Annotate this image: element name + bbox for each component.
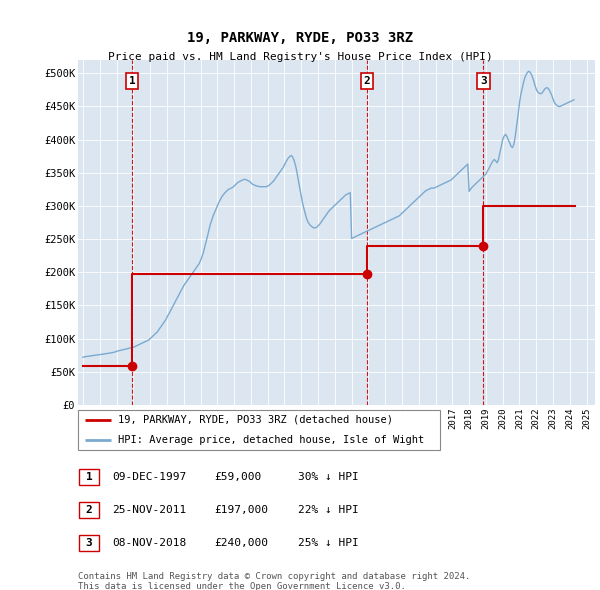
Text: 2: 2 [364, 76, 370, 86]
Text: Price paid vs. HM Land Registry's House Price Index (HPI): Price paid vs. HM Land Registry's House … [107, 52, 493, 62]
Text: 09-DEC-1997: 09-DEC-1997 [112, 472, 186, 482]
Text: 25% ↓ HPI: 25% ↓ HPI [298, 538, 359, 548]
Text: 22% ↓ HPI: 22% ↓ HPI [298, 505, 359, 515]
Text: 30% ↓ HPI: 30% ↓ HPI [298, 472, 359, 482]
Text: £240,000: £240,000 [214, 538, 268, 548]
Text: 3: 3 [480, 76, 487, 86]
Text: Contains HM Land Registry data © Crown copyright and database right 2024.
This d: Contains HM Land Registry data © Crown c… [78, 572, 470, 590]
Text: 1: 1 [129, 76, 136, 86]
Text: 19, PARKWAY, RYDE, PO33 3RZ (detached house): 19, PARKWAY, RYDE, PO33 3RZ (detached ho… [118, 415, 393, 425]
Text: 08-NOV-2018: 08-NOV-2018 [112, 538, 186, 548]
Text: 1: 1 [86, 472, 92, 482]
Text: £59,000: £59,000 [214, 472, 261, 482]
Text: HPI: Average price, detached house, Isle of Wight: HPI: Average price, detached house, Isle… [118, 435, 424, 445]
Text: 2: 2 [86, 505, 92, 515]
Text: 3: 3 [86, 538, 92, 548]
Text: £197,000: £197,000 [214, 505, 268, 515]
Text: 19, PARKWAY, RYDE, PO33 3RZ: 19, PARKWAY, RYDE, PO33 3RZ [187, 31, 413, 45]
Text: 25-NOV-2011: 25-NOV-2011 [112, 505, 186, 515]
